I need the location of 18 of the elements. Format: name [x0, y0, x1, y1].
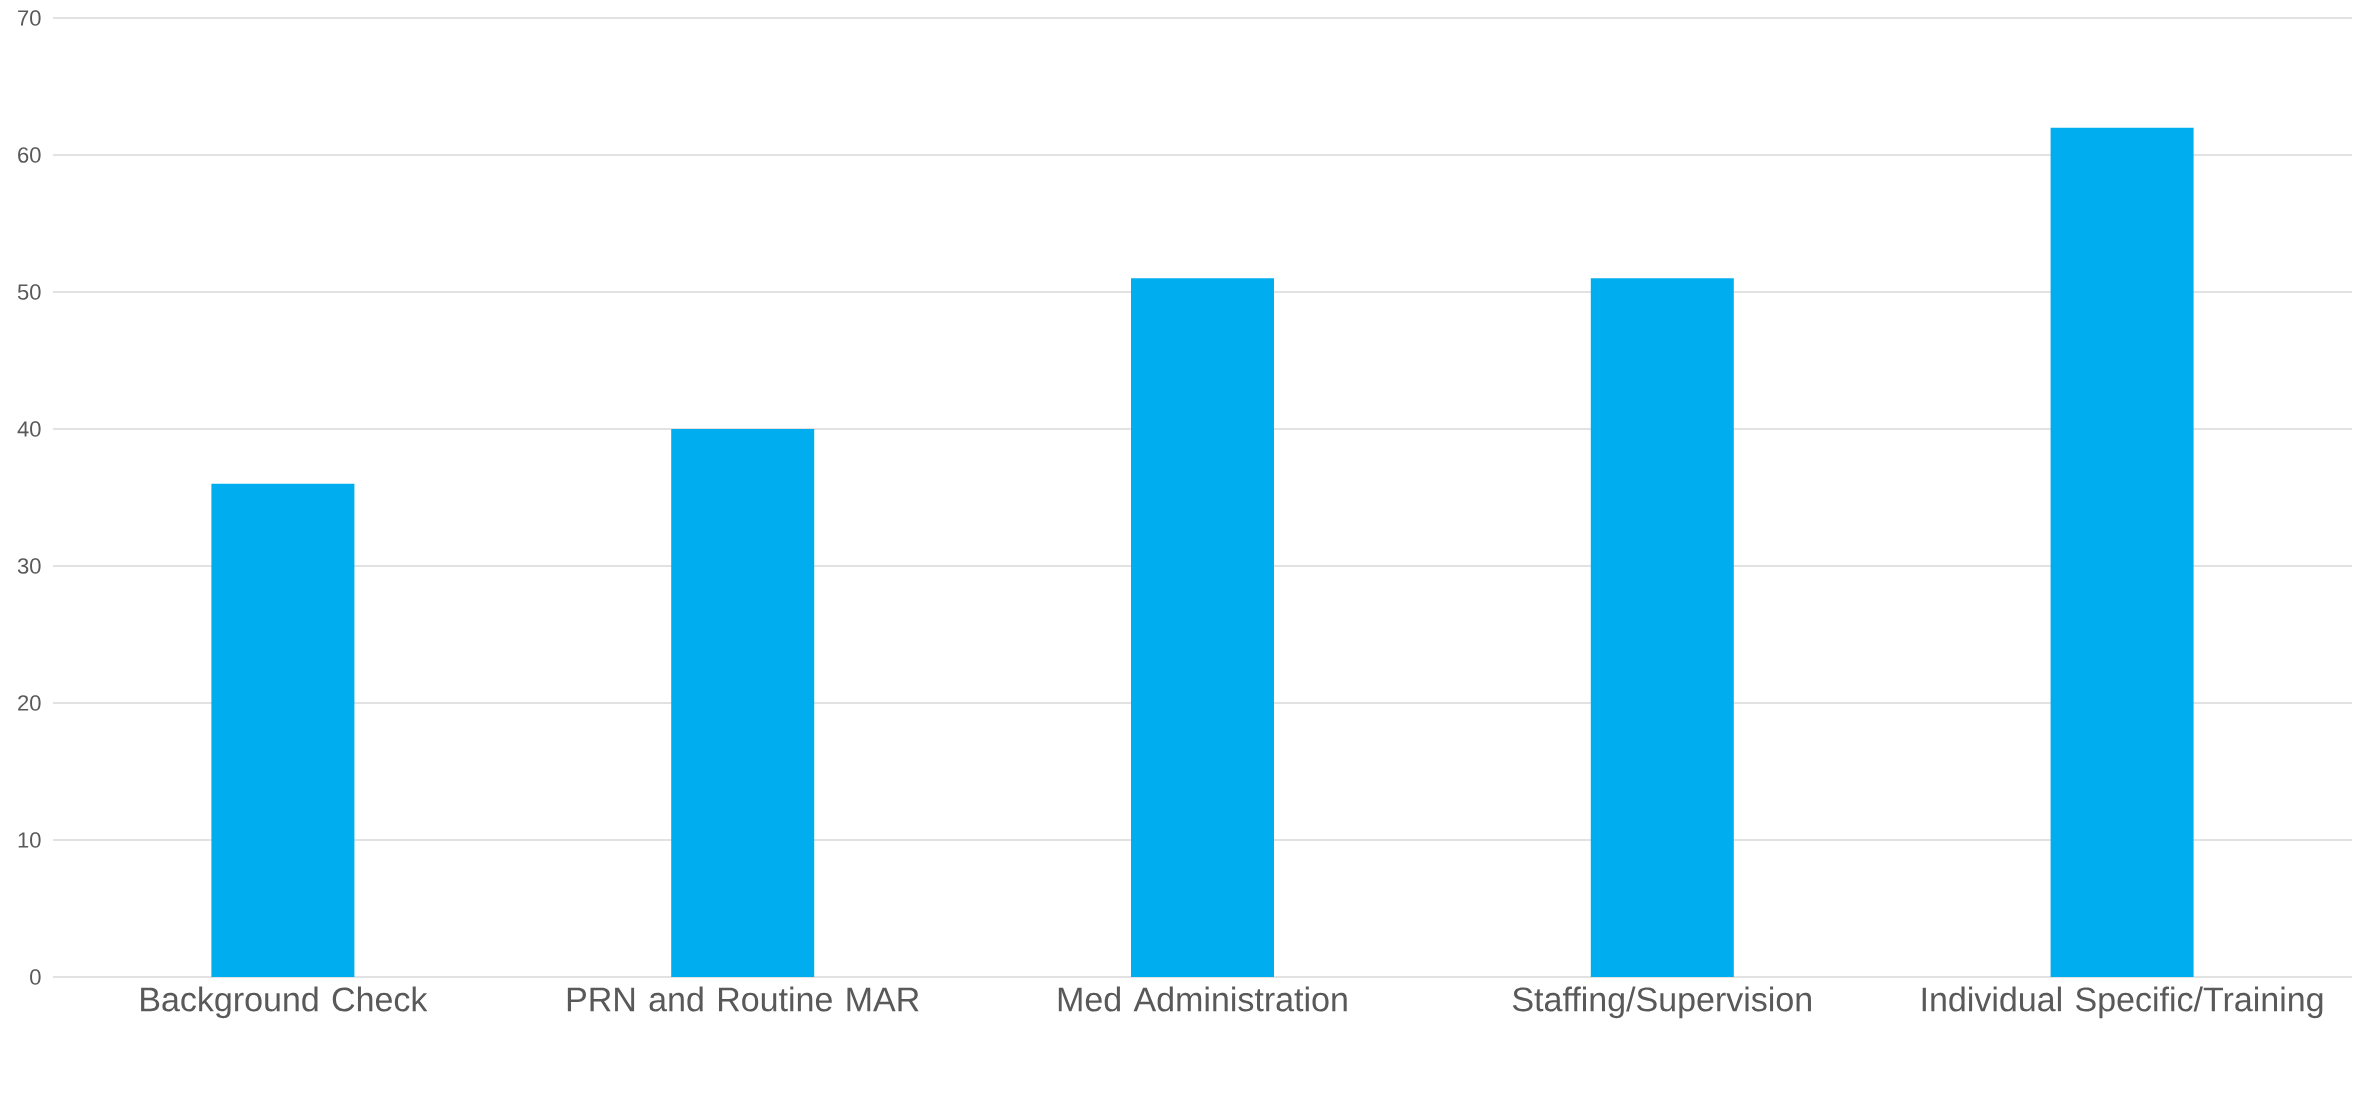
x-tick-label: Staffing/Supervision — [1512, 986, 1811, 1019]
y-tick-label: 60 — [18, 147, 41, 163]
x-tick-label: Individual Specific/Training — [1922, 986, 2323, 1019]
y-tick-label: 20 — [18, 695, 41, 711]
y-tick-label: 30 — [17, 558, 41, 574]
y-tick-label: 0 — [30, 969, 41, 985]
bar — [211, 483, 355, 977]
x-tick-label: Background Check — [141, 986, 428, 1019]
bar — [671, 429, 815, 977]
y-tick-label: 10 — [18, 832, 41, 848]
bar — [1590, 278, 1734, 977]
x-tick-label: Med Administration — [1058, 986, 1347, 1012]
bar — [2050, 127, 2194, 977]
x-tick-label: PRN and Routine MAR — [567, 986, 919, 1012]
bar — [1130, 278, 1274, 977]
y-tick-label: 40 — [17, 421, 41, 437]
y-tick-label: 70 — [18, 10, 41, 26]
y-tick-label: 50 — [17, 284, 41, 300]
